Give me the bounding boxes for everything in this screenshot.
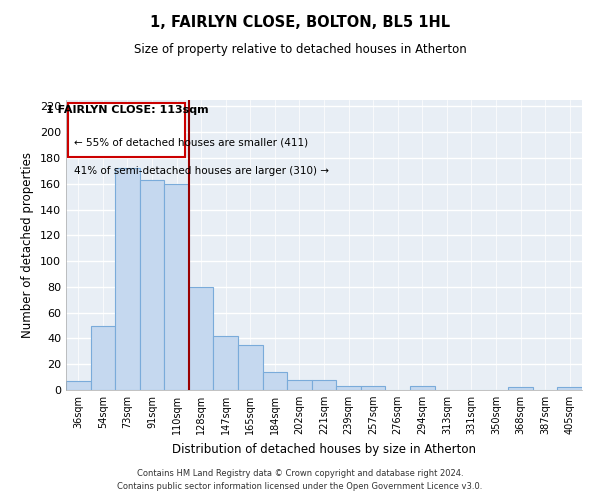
FancyBboxPatch shape (68, 102, 185, 156)
Bar (287, 380, 312, 390)
Bar (263, 372, 287, 390)
Text: ← 55% of detached houses are smaller (411): ← 55% of detached houses are smaller (41… (74, 138, 308, 147)
Text: Size of property relative to detached houses in Atherton: Size of property relative to detached ho… (134, 42, 466, 56)
Text: 1 FAIRLYN CLOSE: 113sqm: 1 FAIRLYN CLOSE: 113sqm (46, 106, 208, 116)
Bar (312, 380, 336, 390)
Bar (115, 168, 140, 390)
Bar (164, 184, 189, 390)
Y-axis label: Number of detached properties: Number of detached properties (22, 152, 34, 338)
Text: 41% of semi-detached houses are larger (310) →: 41% of semi-detached houses are larger (… (74, 166, 329, 176)
Bar (91, 326, 115, 390)
Bar (508, 388, 533, 390)
Bar (238, 345, 263, 390)
Bar (140, 180, 164, 390)
Bar (66, 381, 91, 390)
Bar (557, 388, 582, 390)
Bar (214, 336, 238, 390)
Text: Contains HM Land Registry data © Crown copyright and database right 2024.: Contains HM Land Registry data © Crown c… (137, 468, 463, 477)
Bar (336, 386, 361, 390)
X-axis label: Distribution of detached houses by size in Atherton: Distribution of detached houses by size … (172, 442, 476, 456)
Text: 1, FAIRLYN CLOSE, BOLTON, BL5 1HL: 1, FAIRLYN CLOSE, BOLTON, BL5 1HL (150, 15, 450, 30)
Bar (189, 287, 214, 390)
Text: Contains public sector information licensed under the Open Government Licence v3: Contains public sector information licen… (118, 482, 482, 491)
Bar (361, 386, 385, 390)
Bar (410, 386, 434, 390)
